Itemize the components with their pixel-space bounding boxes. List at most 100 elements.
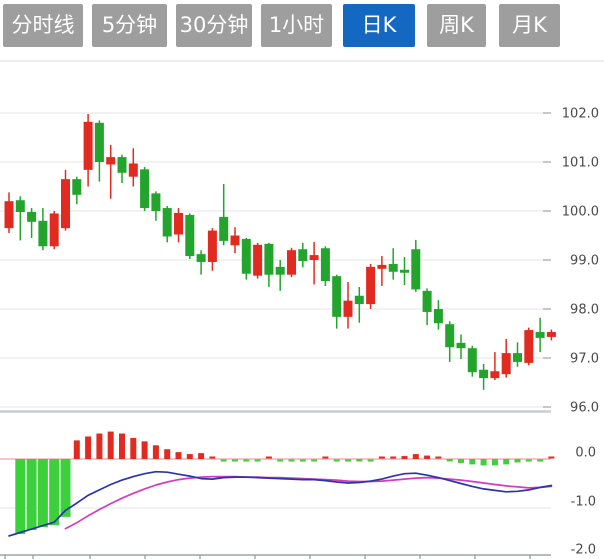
- candle-body: [501, 353, 511, 375]
- candle-body: [106, 157, 116, 165]
- macd-histogram-bar: [412, 454, 419, 459]
- price-axis-label: 97.0: [570, 352, 599, 367]
- tab-time-line[interactable]: 分时线: [3, 4, 83, 47]
- candle-body: [151, 193, 161, 211]
- macd-histogram-bar: [345, 459, 351, 462]
- candle-body: [309, 255, 319, 260]
- macd-histogram-bar: [209, 456, 216, 459]
- candle-body: [128, 163, 138, 177]
- price-axis-label: 99.0: [570, 254, 599, 269]
- candle-body: [275, 266, 285, 275]
- tab-5min[interactable]: 5分钟: [92, 4, 167, 47]
- tab-daily-k[interactable]: 日K: [343, 4, 415, 47]
- macd-histogram-bar: [491, 459, 498, 466]
- macd-histogram-bar: [322, 456, 329, 459]
- candle-body: [411, 249, 421, 290]
- candle-body: [377, 264, 387, 269]
- candle-body: [524, 330, 534, 363]
- candle-body: [535, 332, 545, 338]
- candle-body: [298, 249, 308, 261]
- macd-histogram-bar: [525, 459, 532, 462]
- macd-histogram-bar: [26, 459, 37, 531]
- macd-histogram-bar: [277, 459, 284, 462]
- macd-histogram-bar: [378, 456, 385, 459]
- price-axis-label: 100.0: [562, 205, 599, 220]
- macd-histogram-bar: [367, 459, 374, 462]
- candle-body: [174, 212, 183, 235]
- macd-histogram-bar: [186, 454, 193, 459]
- macd-histogram-bar: [435, 456, 442, 459]
- macd-histogram-bar: [152, 445, 159, 459]
- interval-tabbar: 分时线 5分钟 30分钟 1小时 日K 周K 月K: [0, 0, 604, 56]
- candle-body: [15, 200, 25, 212]
- macd-histogram-bar: [537, 459, 544, 462]
- macd-histogram-bar: [130, 437, 137, 459]
- candle-body: [445, 324, 455, 348]
- macd-histogram-bar: [548, 456, 555, 459]
- axes: 102.0 101.0 100.0 99.0 98.0 97.0 96.0 0.0 -1.0 -2…: [0, 60, 604, 559]
- candle-body: [196, 254, 206, 262]
- candle-body: [354, 295, 364, 305]
- candle-body: [83, 121, 93, 170]
- macd-axis-label: 0.0: [575, 446, 596, 461]
- candle-body: [241, 238, 251, 274]
- candle-body: [140, 169, 150, 209]
- macd-histogram-bar: [299, 459, 306, 462]
- macd-histogram-bar: [390, 456, 397, 459]
- price-axis-label: 102.0: [562, 107, 599, 122]
- tab-weekly-k[interactable]: 周K: [427, 4, 486, 47]
- candle-body: [433, 309, 443, 324]
- candle-body: [343, 300, 353, 317]
- tab-monthly-k[interactable]: 月K: [499, 4, 560, 47]
- candle-body: [27, 211, 37, 222]
- candle-body: [400, 269, 409, 273]
- candlestick-pane: [0, 112, 556, 408]
- macd-histogram-bar: [60, 459, 71, 517]
- macd-histogram-bar: [356, 459, 363, 462]
- macd-histogram-bar: [265, 456, 272, 459]
- macd-histogram-bar: [424, 455, 431, 459]
- candle-body: [49, 213, 59, 247]
- macd-histogram-bar: [198, 453, 205, 459]
- macd-axis-label: -1.0: [571, 495, 596, 510]
- candle-body: [264, 243, 274, 275]
- candle-body: [185, 214, 195, 257]
- candle-body: [456, 342, 466, 349]
- macd-histogram-bar: [141, 441, 148, 459]
- dif-line: [8, 470, 553, 537]
- macd-histogram-bar: [254, 459, 261, 462]
- candle-body: [72, 179, 82, 195]
- candle-body: [546, 332, 556, 337]
- macd-histogram-bar: [458, 459, 464, 463]
- macd-histogram-bar: [96, 433, 103, 459]
- price-axis-label: 96.0: [570, 401, 599, 416]
- macd-histogram-bar: [469, 459, 476, 465]
- candle-body: [117, 157, 127, 173]
- macd-histogram-bar: [503, 459, 510, 465]
- macd-histogram-bar: [164, 449, 171, 459]
- candle-body: [4, 201, 14, 229]
- tab-1hour[interactable]: 1小时: [261, 4, 332, 47]
- macd-histogram-bar: [514, 459, 521, 463]
- macd-histogram-bar: [49, 459, 60, 526]
- candle-body: [490, 371, 500, 379]
- candle-body: [207, 230, 217, 262]
- candle-body: [94, 122, 104, 162]
- candle-body: [388, 263, 398, 272]
- candle-body: [162, 208, 172, 237]
- candle-body: [467, 348, 477, 373]
- candle-body: [422, 290, 432, 312]
- price-axis-label: 98.0: [570, 303, 599, 318]
- macd-histogram-bar: [311, 459, 318, 462]
- macd-histogram-bar: [446, 459, 453, 462]
- macd-histogram-bar: [107, 431, 114, 459]
- macd-histogram-bar: [175, 452, 182, 459]
- tab-30min[interactable]: 30分钟: [176, 4, 252, 47]
- macd-histogram-bar: [288, 459, 295, 462]
- candle-body: [479, 369, 489, 379]
- macd-histogram-bar: [401, 456, 408, 459]
- dea-line: [64, 475, 553, 530]
- macd-histogram-bar: [119, 433, 125, 459]
